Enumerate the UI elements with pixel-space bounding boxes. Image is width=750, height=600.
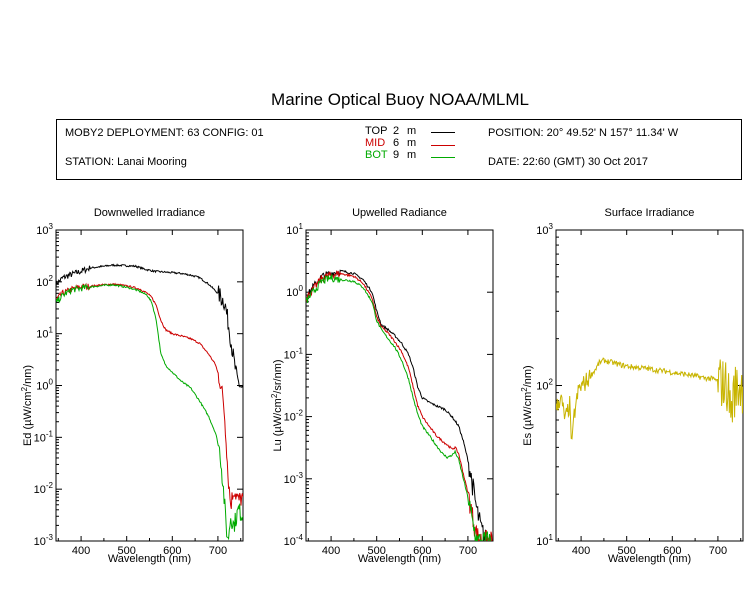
chart-1: Upwelled Radiance 400 500 600 700 10-4 10-3 10-…: [270, 207, 494, 565]
legend-mid-unit: m: [407, 137, 417, 149]
chart-0: Downwelled Irradiance 400 500 600 700 10-3 10-…: [20, 207, 244, 565]
legend-top-depth: 2: [393, 125, 400, 137]
chart-title-2: Surface Irradiance: [605, 207, 695, 219]
legend-bot-unit: m: [407, 149, 417, 161]
y-tick-label-2-0: 101: [536, 533, 553, 548]
y-tick-label-0-2: 10-1: [34, 429, 54, 444]
x-tick-label-1-1: 500: [368, 545, 386, 557]
y-tick-label-2-1: 102: [536, 378, 553, 393]
y-tick-label-0-4: 101: [36, 326, 53, 341]
date-text: DATE: 22:60 (GMT) 30 Oct 2017: [488, 156, 648, 168]
y-tick-label-0-0: 10-3: [34, 533, 54, 548]
series-bot-0: [56, 283, 243, 541]
series-es-2: [556, 357, 743, 440]
x-axis-label-2: Wavelength (nm): [608, 553, 691, 565]
position-text: POSITION: 20° 49.52' N 157° 11.34' W: [488, 127, 679, 139]
x-tick-label-0-3: 700: [209, 545, 227, 557]
legend-mid-name: MID: [365, 137, 386, 149]
x-axis-label-1: Wavelength (nm): [358, 553, 441, 565]
y-tick-label-0-3: 100: [36, 378, 53, 393]
y-tick-label-1-1: 10-3: [284, 471, 304, 486]
y-axis-label-0: Ed (µW/cm2/nm): [20, 365, 34, 446]
y-tick-label-1-5: 101: [286, 222, 303, 237]
legend-line-top: [431, 132, 455, 133]
x-axis-label-0: Wavelength (nm): [108, 553, 191, 565]
legend-entry-top: TOP 2 m: [365, 125, 416, 137]
legend-line-mid: [431, 145, 455, 146]
chart-2: Surface Irradiance 400 500 600 700 101 102 103 W…: [520, 207, 744, 565]
y-tick-label-1-4: 100: [286, 284, 303, 299]
legend-top-name: TOP: [365, 125, 388, 137]
x-tick-label-0-1: 500: [118, 545, 136, 557]
chart-title-0: Downwelled Irradiance: [94, 207, 205, 219]
series-top-0: [56, 263, 243, 389]
x-tick-label-0-2: 600: [163, 545, 181, 557]
info-box: [56, 119, 742, 180]
x-tick-label-0-0: 400: [72, 545, 90, 557]
y-axis-label-1: Lu (µW/cm2/sr/nm): [270, 359, 284, 451]
legend-entry-bot: BOT 9 m: [365, 149, 416, 161]
series-bot-1: [306, 274, 493, 541]
station-text: STATION: Lanai Mooring: [65, 156, 187, 168]
legend-bot-depth: 9: [393, 149, 400, 161]
y-axis-label-2: Es (µW/cm2/nm): [520, 365, 534, 445]
series-mid-0: [56, 282, 243, 509]
legend-mid-depth: 6: [393, 137, 400, 149]
x-tick-label-1-0: 400: [322, 545, 340, 557]
series-mid-1: [306, 270, 493, 541]
x-tick-label-1-3: 700: [459, 545, 477, 557]
legend-entry-mid: MID 6 m: [365, 137, 416, 149]
deployment-text: MOBY2 DEPLOYMENT: 63 CONFIG: 01: [65, 127, 264, 139]
y-tick-label-0-1: 10-2: [34, 481, 54, 496]
x-tick-label-1-2: 600: [413, 545, 431, 557]
plot-frame-0: [55, 229, 244, 542]
x-tick-label-2-2: 600: [663, 545, 681, 557]
main-title: Marine Optical Buoy NOAA/MLML: [271, 90, 529, 109]
series-top-1: [306, 269, 493, 541]
legend-line-bot: [431, 157, 455, 158]
y-tick-label-2-2: 103: [536, 222, 553, 237]
y-tick-label-0-6: 103: [36, 222, 53, 237]
y-tick-label-1-2: 10-2: [284, 409, 304, 424]
y-tick-label-0-5: 102: [36, 274, 53, 289]
legend-bot-name: BOT: [365, 149, 388, 161]
x-tick-label-2-0: 400: [572, 545, 590, 557]
y-tick-label-1-3: 10-1: [284, 346, 304, 361]
y-tick-label-1-0: 10-4: [284, 533, 304, 548]
legend-top-unit: m: [407, 125, 417, 137]
chart-title-1: Upwelled Radiance: [352, 207, 447, 219]
x-tick-label-2-3: 700: [709, 545, 727, 557]
x-tick-label-2-1: 500: [618, 545, 636, 557]
